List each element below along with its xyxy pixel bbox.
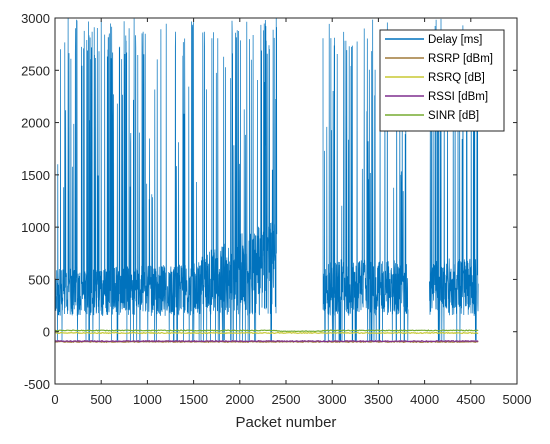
x-tick-label: 3000 xyxy=(318,392,347,407)
x-axis-label: Packet number xyxy=(236,414,337,431)
y-tick-label: 1000 xyxy=(21,220,50,235)
axis-layer: 0 500 1000 1500 2000 2500 3000 3500 4000 4500 5000… xyxy=(21,11,531,407)
series-rsrq-line xyxy=(55,331,479,335)
legend-label: RSSI [dBm] xyxy=(428,91,488,103)
y-tick-label: 2000 xyxy=(21,116,50,131)
legend-label: SINR [dB] xyxy=(428,110,479,122)
y-tick-label: -500 xyxy=(24,377,50,392)
x-tick-label: 2500 xyxy=(272,392,301,407)
y-tick-label: 1500 xyxy=(21,168,50,183)
legend-box xyxy=(379,29,505,132)
x-tick-label: 5000 xyxy=(503,392,532,407)
x-tick-label: 4500 xyxy=(456,392,485,407)
legend-label: RSRQ [dB] xyxy=(428,72,485,84)
legend-label: Delay [ms] xyxy=(428,34,482,46)
x-tick-label: 3500 xyxy=(364,392,393,407)
x-tick-label: 2000 xyxy=(225,392,254,407)
series-sinr-line xyxy=(55,329,479,333)
x-tick-label: 1500 xyxy=(179,392,208,407)
y-tick-label: 0 xyxy=(43,325,50,340)
legend-label: RSRP [dBm] xyxy=(428,53,493,65)
x-tick-label: 0 xyxy=(51,392,58,407)
x-tick-label: 500 xyxy=(90,392,112,407)
x-tick-label: 1000 xyxy=(133,392,162,407)
x-tick-label: 4000 xyxy=(410,392,439,407)
series-rssi-line xyxy=(55,339,479,343)
series-layer xyxy=(55,18,479,344)
legend: Delay [ms] RSRP [dBm] RSRQ [dB] RSSI [dBm] S… xyxy=(379,29,505,132)
y-tick-label: 2500 xyxy=(21,63,50,78)
y-tick-label: 3000 xyxy=(21,11,50,26)
y-tick-label: 500 xyxy=(28,272,50,287)
